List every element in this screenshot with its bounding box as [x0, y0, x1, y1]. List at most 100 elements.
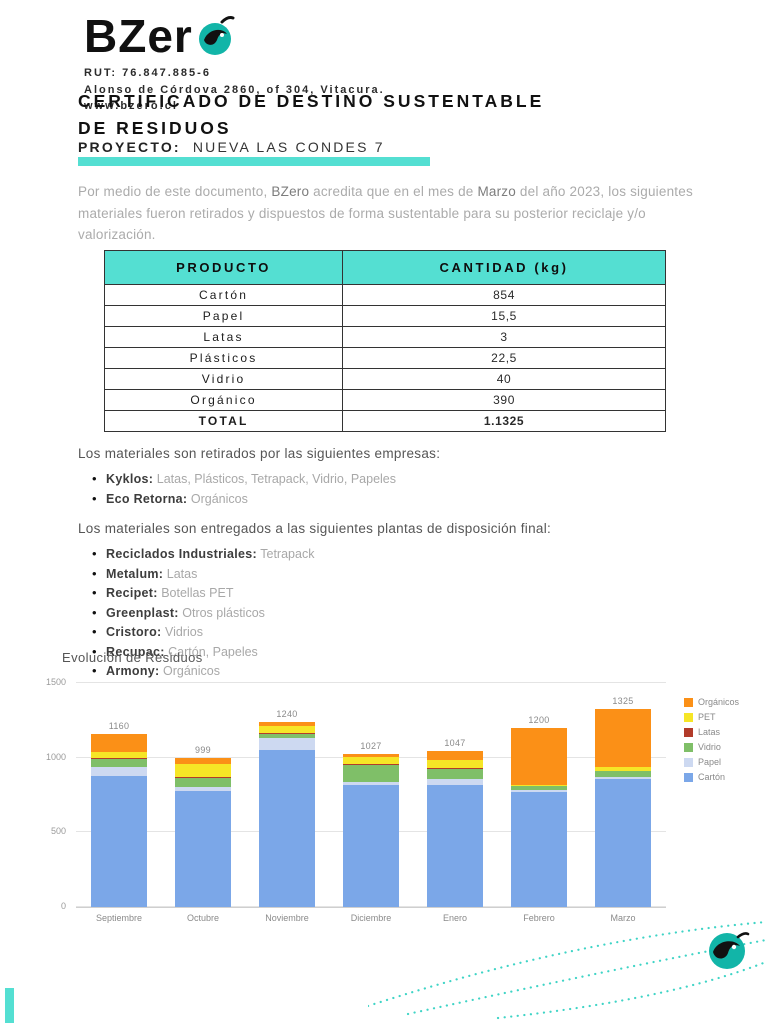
list-item: Metalum: Latas	[92, 565, 708, 583]
x-axis-label: Septiembre	[95, 913, 143, 923]
retiro-list: Kyklos: Latas, Plásticos, Tetrapack, Vid…	[92, 470, 708, 508]
company-detail: Cartón, Papeles	[168, 644, 258, 659]
list-item: Eco Retorna: Orgánicos	[92, 490, 708, 508]
table-row: Vidrio 40	[103, 368, 666, 390]
company-detail: Botellas PET	[161, 586, 234, 600]
bar-segment-vidrio	[511, 786, 567, 790]
legend-swatch	[684, 697, 693, 707]
intro-paragraph: Por medio de este documento, BZero acred…	[78, 181, 694, 246]
cell-cantidad: 22,5	[342, 347, 666, 369]
list-item: Recupac: Cartón, Papeles	[92, 643, 708, 661]
y-axis-tick: 1000	[45, 751, 66, 762]
bar-stack	[91, 733, 147, 907]
logo-text: BZer	[84, 9, 193, 62]
bar-segment-cartón	[427, 784, 483, 907]
company-name: Reciclados Industriales:	[106, 547, 257, 561]
cell-producto: Vidrio	[103, 368, 344, 390]
bar-segment-latas	[427, 768, 483, 769]
bar-group-noviembre: 1240 Noviembre	[258, 683, 316, 923]
entrega-heading: Los materiales son entregados a las sigu…	[78, 521, 552, 536]
table-row: Plásticos 22,5	[103, 347, 666, 369]
table-total-row: TOTAL 1.1325	[103, 410, 666, 432]
bar-segment-papel	[343, 781, 399, 785]
chart-body: 0 500 1000 1500 1160 Septiembre 999 Octubre 124…	[40, 677, 752, 963]
corner-accent-strip	[5, 988, 14, 1023]
project-label: PROYECTO:	[78, 139, 181, 155]
website-text: www.bzero.cl	[84, 100, 178, 112]
bar-segment-vidrio	[343, 765, 399, 782]
table-header-producto: PRODUCTO	[103, 250, 344, 285]
legend-item-cartón: Cartón	[684, 772, 739, 782]
company-name: Metalum:	[106, 566, 164, 581]
bar-segment-orgánicos	[595, 709, 651, 768]
list-item: Reciclados Industriales: Tetrapack	[92, 545, 708, 563]
bar-total-label: 999	[195, 744, 211, 755]
bar-segment-vidrio	[91, 759, 147, 767]
bar-segment-pet	[511, 784, 567, 786]
legend-swatch	[684, 712, 693, 722]
list-item: Greenplast: Otros plásticos	[92, 604, 708, 622]
bzero-mark-icon	[704, 927, 750, 978]
y-axis-tick: 1500	[45, 677, 66, 687]
list-item: Armony: Orgánicos	[92, 662, 708, 680]
x-axis-line	[76, 907, 666, 908]
x-axis-label: Octubre	[186, 913, 219, 923]
table-row: Latas 3	[103, 326, 666, 348]
legend-label: PET	[698, 712, 716, 722]
bar-group-marzo: 1325 Marzo	[594, 683, 652, 923]
bar-segment-orgánicos	[259, 721, 315, 726]
bar-stack	[595, 709, 651, 907]
plot-area: 1160 Septiembre 999 Octubre 1240 Noviembre 102…	[76, 682, 666, 923]
legend-label: Orgánicos	[698, 697, 740, 707]
table-row: Cartón 854	[103, 284, 666, 306]
company-detail: Latas	[166, 566, 198, 581]
legend-label: Latas	[698, 727, 721, 737]
company-name: Recipet:	[106, 586, 158, 600]
chart-legend: Orgánicos PET Latas Vidrio Papel Cartón	[684, 697, 739, 782]
intro-month: Marzo	[477, 184, 516, 199]
project-line: PROYECTO: NUEVA LAS CONDES 7	[78, 139, 385, 155]
legend-item-pet: PET	[684, 712, 739, 722]
bar-total-label: 1027	[360, 740, 382, 751]
header: BZer RUT: 76.847.885-6 Alonso de Córdova…	[84, 8, 385, 115]
cell-cantidad: 15,5	[342, 305, 666, 327]
company-detail: Latas, Plásticos, Tetrapack, Vidrio, Pap…	[156, 472, 397, 486]
cell-cantidad: 390	[342, 389, 666, 411]
document-title: CERTIFICADO DE DESTINO SUSTENTABLE DE RE…	[78, 88, 544, 142]
intro-part1: Por medio de este documento,	[78, 184, 272, 199]
company-name: Greenplast:	[106, 605, 179, 620]
legend-item-papel: Papel	[684, 757, 739, 767]
legend-swatch	[684, 727, 693, 737]
bar-segment-cartón	[343, 784, 399, 907]
bar-segment-latas	[175, 777, 231, 778]
bar-stack	[175, 757, 231, 907]
table-row: Orgánico 390	[103, 389, 666, 411]
x-axis-label: Enero	[442, 913, 468, 923]
bar-total-label: 1200	[528, 714, 550, 725]
legend-item-vidrio: Vidrio	[684, 742, 739, 752]
bar-segment-vidrio	[427, 768, 483, 780]
table-header-cantidad: CANTIDAD (kg)	[342, 250, 666, 285]
intro-part3: del año 2023, los siguientes materiales …	[78, 184, 693, 243]
legend-label: Vidrio	[698, 742, 721, 752]
bar-stack	[343, 753, 399, 907]
company-detail: Tetrapack	[260, 547, 315, 561]
legend-item-orgánicos: Orgánicos	[684, 697, 739, 707]
legend-label: Papel	[698, 757, 722, 767]
bar-segment-orgánicos	[175, 757, 231, 764]
bar-segment-vidrio	[175, 777, 231, 787]
bar-total-label: 1325	[612, 696, 634, 707]
bar-segment-papel	[511, 789, 567, 793]
bar-segment-papel	[595, 777, 651, 780]
bar-segment-pet	[91, 752, 147, 759]
y-axis-tick: 500	[50, 826, 66, 837]
bar-segment-orgánicos	[343, 753, 399, 757]
gridline	[76, 682, 666, 683]
company-detail: Vidrios	[164, 625, 203, 639]
waste-evolution-chart: Evolución de Residuos 0 500 1000 1500 1160 S…	[40, 650, 752, 963]
list-item: Kyklos: Latas, Plásticos, Tetrapack, Vid…	[92, 470, 708, 488]
document-title-line1: CERTIFICADO DE DESTINO SUSTENTABLE	[78, 91, 545, 111]
bar-segment-papel	[91, 766, 147, 776]
legend-swatch	[684, 742, 693, 752]
